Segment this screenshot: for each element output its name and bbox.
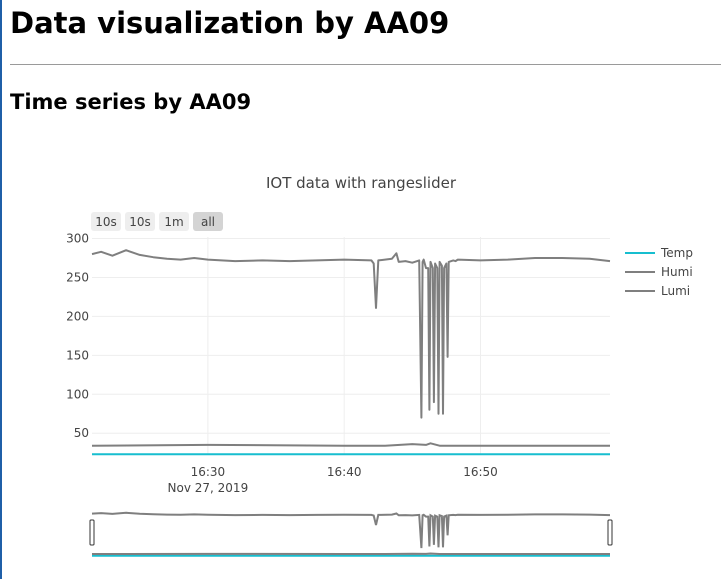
range-button-bg: [125, 212, 155, 231]
range-button-bg: [193, 212, 223, 231]
range-button-bg: [159, 212, 189, 231]
rangeslider-handle-right[interactable]: [607, 519, 613, 546]
plot-area[interactable]: [91, 249, 611, 456]
range-button-label: 10s: [95, 215, 117, 229]
legend-label: Humi: [661, 265, 693, 279]
range-button-label: 1m: [164, 215, 183, 229]
range-button-0[interactable]: 10s: [91, 212, 121, 231]
range-button-2[interactable]: 1m: [159, 212, 189, 231]
rangeslider-bg: [91, 509, 611, 557]
y-tick-label: 250: [66, 270, 89, 284]
rangeslider[interactable]: [89, 509, 613, 557]
y-axis: 50 100 150 200 250 300: [66, 232, 89, 441]
range-selector: 10s 10s 1m all: [91, 212, 223, 231]
rangeslider-handle-left[interactable]: [89, 519, 95, 546]
legend-label: Lumi: [661, 284, 690, 298]
section-title: Time series by AA09: [10, 90, 252, 114]
range-button-3[interactable]: all: [193, 212, 223, 231]
legend[interactable]: Temp Humi Lumi: [625, 246, 693, 298]
x-tick-date: Nov 27, 2019: [168, 481, 249, 495]
series-line-lumi[interactable]: [91, 249, 611, 419]
title-divider: [10, 64, 721, 65]
x-tick-label: 16:50: [463, 465, 498, 479]
series-line-humi[interactable]: [91, 442, 610, 447]
legend-label: Temp: [660, 246, 693, 260]
chart-title: IOT data with rangeslider: [266, 174, 457, 192]
x-tick-label: 16:30: [191, 465, 226, 479]
y-tick-label: 150: [66, 348, 89, 362]
legend-item-humi[interactable]: Humi: [625, 265, 693, 279]
page-title: Data visualization by AA09: [10, 6, 450, 40]
y-tick-label: 200: [66, 309, 89, 323]
range-button-label: 10s: [129, 215, 151, 229]
grid: [92, 237, 610, 455]
x-tick-label: 16:40: [327, 465, 362, 479]
legend-item-temp[interactable]: Temp: [625, 246, 693, 260]
rangeslider-line-humi: [91, 552, 610, 555]
range-button-1[interactable]: 10s: [125, 212, 155, 231]
x-axis: 16:30 Nov 27, 2019 16:40 16:50: [168, 465, 498, 495]
legend-item-lumi[interactable]: Lumi: [625, 284, 690, 298]
range-button-bg: [91, 212, 121, 231]
rangeslider-line-lumi: [91, 511, 611, 549]
y-tick-label: 50: [74, 426, 89, 440]
y-tick-label: 300: [66, 232, 89, 246]
range-button-label: all: [201, 215, 215, 229]
y-tick-label: 100: [66, 387, 89, 401]
